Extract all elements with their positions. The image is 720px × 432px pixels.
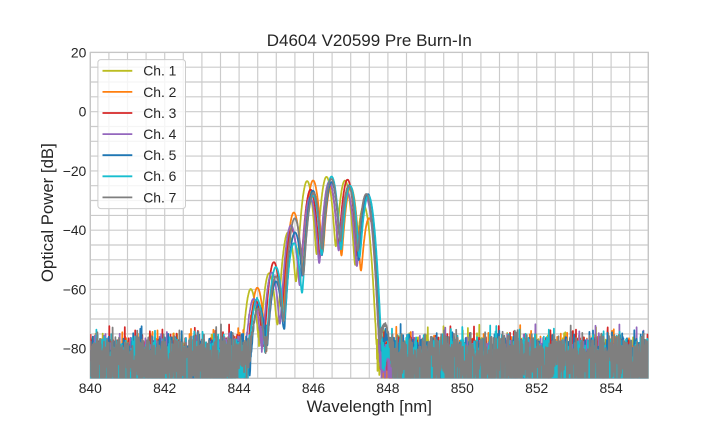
svg-text:−40: −40 (63, 222, 87, 238)
svg-text:Ch. 1: Ch. 1 (143, 63, 176, 79)
svg-text:854: 854 (600, 380, 623, 396)
svg-text:Ch. 5: Ch. 5 (143, 147, 176, 163)
svg-text:844: 844 (228, 380, 251, 396)
svg-text:Ch. 2: Ch. 2 (143, 84, 176, 100)
svg-text:852: 852 (525, 380, 548, 396)
svg-text:840: 840 (79, 380, 102, 396)
svg-text:Ch. 4: Ch. 4 (143, 126, 176, 142)
svg-text:0: 0 (79, 104, 87, 120)
svg-text:−80: −80 (63, 341, 87, 357)
svg-text:846: 846 (302, 380, 325, 396)
svg-text:Wavelength [nm]: Wavelength [nm] (307, 397, 432, 416)
svg-text:−20: −20 (63, 163, 87, 179)
svg-text:20: 20 (71, 44, 87, 60)
svg-text:Optical Power [dB]: Optical Power [dB] (38, 143, 57, 282)
svg-text:Ch. 7: Ch. 7 (143, 189, 176, 205)
svg-text:842: 842 (153, 380, 176, 396)
svg-text:Ch. 6: Ch. 6 (143, 168, 176, 184)
svg-text:D4604 V20599 Pre Burn-In: D4604 V20599 Pre Burn-In (267, 31, 472, 50)
svg-text:850: 850 (451, 380, 474, 396)
svg-text:Ch. 3: Ch. 3 (143, 105, 176, 121)
svg-text:−60: −60 (63, 281, 87, 297)
svg-text:848: 848 (376, 380, 399, 396)
